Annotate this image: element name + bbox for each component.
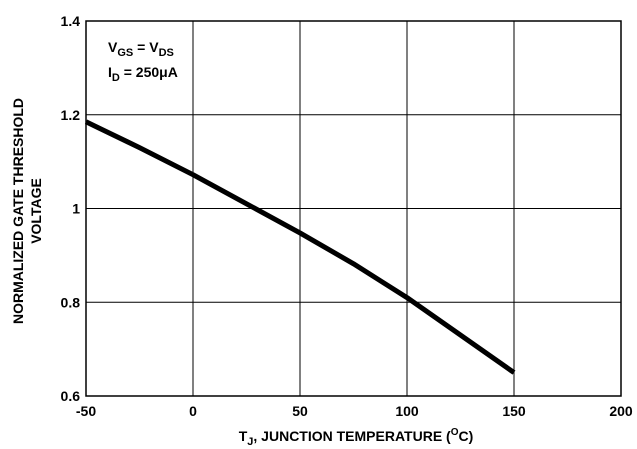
y-tick-label: 1.2 <box>61 107 81 123</box>
y-tick-label: 1 <box>72 201 80 217</box>
x-tick-label: 100 <box>395 403 419 419</box>
y-tick-labels: 0.6 0.8 1 1.2 1.4 <box>61 13 81 404</box>
x-tick-labels: -50 0 50 100 150 200 <box>76 403 633 419</box>
x-tick-label: 50 <box>292 403 308 419</box>
annotation-background <box>87 22 191 113</box>
plot-frame <box>85 20 622 397</box>
y-tick-label: 0.6 <box>61 388 81 404</box>
series-group <box>84 119 516 375</box>
x-axis-title: TJ, JUNCTION TEMPERATURE (OC) <box>239 427 474 448</box>
series-line-0 <box>84 119 516 375</box>
y-tick-label: 1.4 <box>61 13 81 29</box>
x-tick-label: 200 <box>609 403 633 419</box>
annotation-id: ID = 250μA <box>108 64 178 84</box>
y-tick-label: 0.8 <box>61 294 81 310</box>
x-tick-label: 150 <box>502 403 526 419</box>
annotation-vgs-vds: VGS = VDS <box>108 39 174 59</box>
x-tick-label: 0 <box>189 403 197 419</box>
x-tick-label: -50 <box>76 403 96 419</box>
y-axis-title-line2: VOLTAGE <box>28 178 44 244</box>
y-axis-title-line1: NORMALIZED GATE THRESHOLD <box>10 98 26 324</box>
